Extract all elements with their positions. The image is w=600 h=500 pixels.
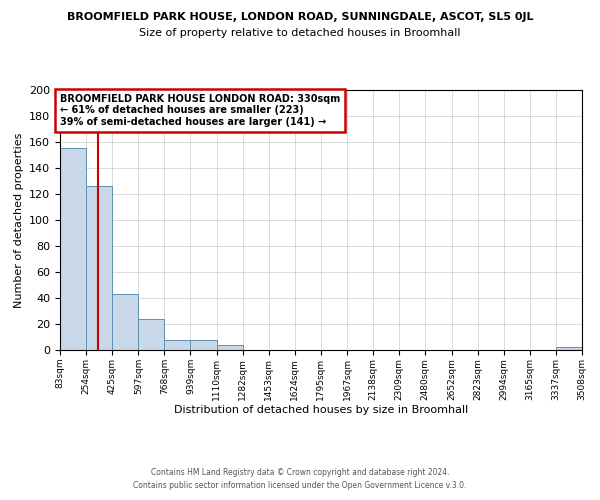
Bar bbox=[112, 294, 139, 350]
Bar bbox=[139, 319, 164, 350]
Text: BROOMFIELD PARK HOUSE LONDON ROAD: 330sqm
← 61% of detached houses are smaller (: BROOMFIELD PARK HOUSE LONDON ROAD: 330sq… bbox=[61, 94, 341, 127]
Text: Size of property relative to detached houses in Broomhall: Size of property relative to detached ho… bbox=[139, 28, 461, 38]
Text: BROOMFIELD PARK HOUSE, LONDON ROAD, SUNNINGDALE, ASCOT, SL5 0JL: BROOMFIELD PARK HOUSE, LONDON ROAD, SUNN… bbox=[67, 12, 533, 22]
Bar bbox=[217, 345, 243, 350]
Text: Contains public sector information licensed under the Open Government Licence v.: Contains public sector information licen… bbox=[133, 480, 467, 490]
Y-axis label: Number of detached properties: Number of detached properties bbox=[14, 132, 23, 308]
Bar bbox=[60, 148, 86, 350]
Text: Contains HM Land Registry data © Crown copyright and database right 2024.: Contains HM Land Registry data © Crown c… bbox=[151, 468, 449, 477]
Bar bbox=[164, 340, 190, 350]
Bar bbox=[556, 348, 582, 350]
Bar bbox=[190, 340, 217, 350]
Bar bbox=[86, 186, 112, 350]
X-axis label: Distribution of detached houses by size in Broomhall: Distribution of detached houses by size … bbox=[174, 406, 468, 415]
